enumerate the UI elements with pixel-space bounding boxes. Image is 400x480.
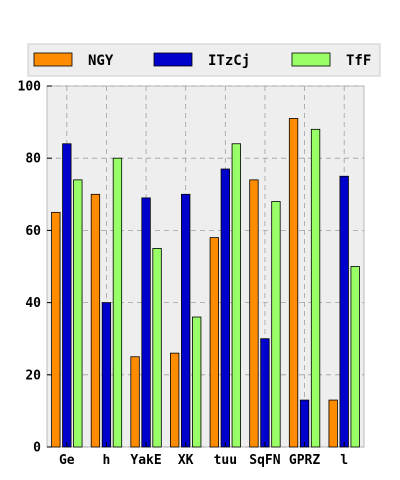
bar-TfF-SqFN [271, 201, 281, 448]
x-tick-label: XK [178, 453, 194, 468]
legend-label-ITzCj: ITzCj [208, 53, 250, 69]
bar-TfF-YakE [152, 248, 162, 448]
bars [51, 118, 360, 448]
legend-swatch-NGY [33, 52, 73, 67]
y-tick-label: 40 [25, 296, 41, 311]
bar-NGY-tuu [209, 237, 219, 448]
bar-NGY-h [90, 193, 101, 448]
bar-NGY-Ge [51, 211, 61, 448]
y-tick-label: 80 [25, 152, 41, 167]
bar-NGY-SqFN [249, 179, 259, 448]
legend-label-NGY: NGY [88, 53, 114, 69]
bar-NGY-GPRZ [288, 118, 299, 448]
bar-NGY-XK [170, 352, 180, 448]
legend-label-TfF: TfF [346, 53, 371, 69]
bar-TfF-l [350, 266, 360, 448]
y-tick-label: 20 [25, 368, 41, 383]
x-tick-label: SqFN [249, 453, 280, 468]
legend-swatch-ITzCj [153, 52, 193, 67]
y-tick-label: 100 [18, 80, 42, 95]
y-tick-label: 0 [33, 441, 41, 456]
bar-TfF-GPRZ [310, 128, 321, 448]
x-tick-label: GPRZ [289, 453, 320, 468]
bar-NGY-YakE [130, 356, 140, 448]
bar-ITzCj-l [339, 175, 349, 448]
bar-ITzCj-tuu [220, 168, 230, 448]
bar-TfF-Ge [73, 179, 83, 448]
bar-TfF-h [112, 157, 123, 448]
bar-TfF-XK [192, 316, 202, 448]
x-tick-label: tuu [214, 453, 237, 468]
legend-swatch-TfF [291, 52, 331, 67]
bar-ITzCj-h [101, 302, 112, 448]
bar-NGY-l [328, 399, 338, 448]
x-axis: Ge h YakE XK tuu SqFN GPRZ l [59, 442, 348, 468]
bar-ITzCj-YakE [141, 197, 151, 448]
bar-TfF-tuu [231, 143, 241, 448]
bar-ITzCj-GPRZ [299, 399, 310, 448]
legend: NGY ITzCj TfF [27, 43, 381, 77]
bar-ITzCj-XK [181, 193, 191, 448]
x-tick-label: h [103, 453, 111, 468]
x-tick-label: YakE [130, 453, 161, 468]
x-tick-label: l [340, 453, 348, 468]
bar-ITzCj-Ge [62, 143, 72, 448]
bar-ITzCj-SqFN [260, 338, 270, 448]
x-tick-label: Ge [59, 453, 75, 468]
y-tick-label: 60 [25, 224, 41, 239]
y-axis: 0 20 40 60 80 100 [18, 80, 52, 456]
